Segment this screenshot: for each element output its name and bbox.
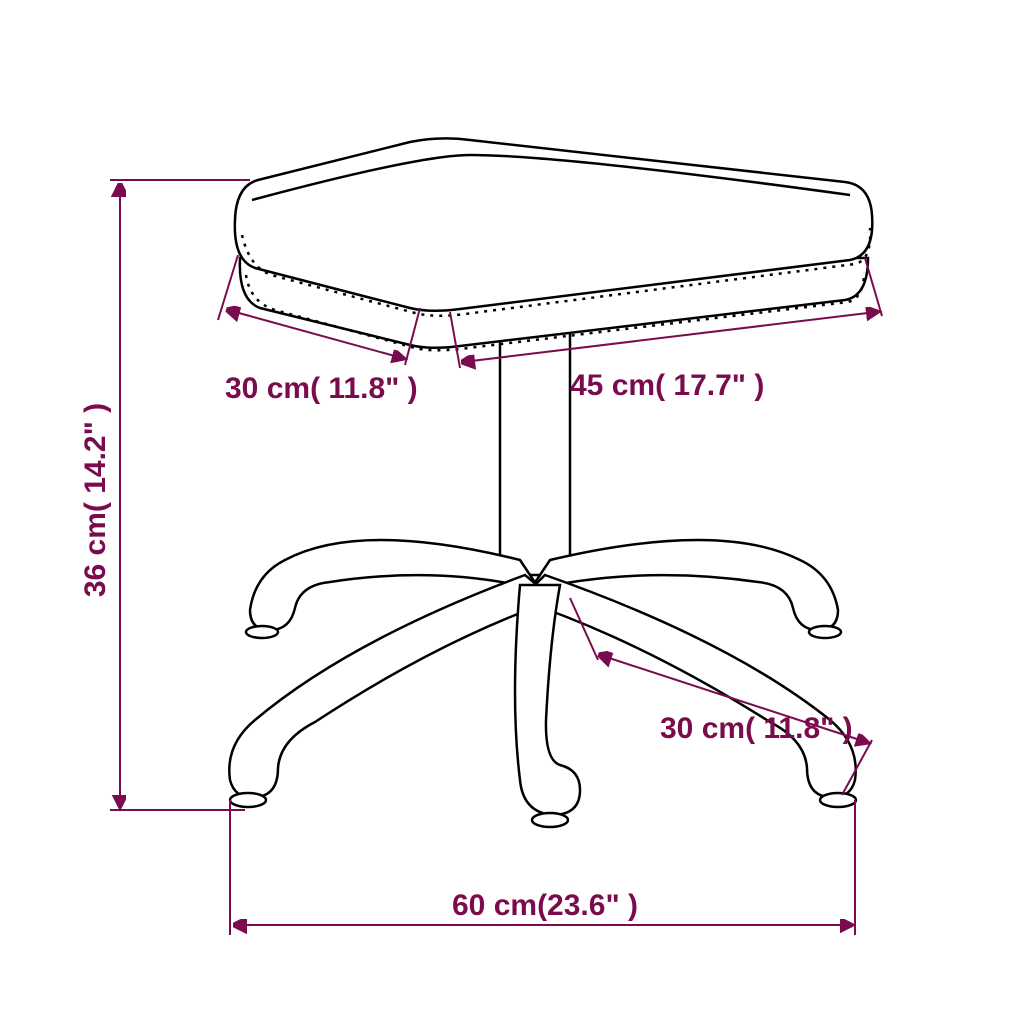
dim-height-label: 36 cm( 14.2" ): [79, 403, 112, 597]
dim-seat-depth-label: 30 cm( 11.8" ): [225, 372, 418, 405]
dimension-drawing: :root { --dim-color: #7a0c4d; --outline-…: [0, 0, 1024, 1024]
dim-seat-width-label: 45 cm( 17.7" ): [570, 369, 764, 402]
dim-height: 36 cm( 14.2" ): [79, 180, 250, 810]
dim-base-width-label: 60 cm(23.6" ): [452, 889, 638, 922]
dim-leg-span-label: 30 cm( 11.8" ): [660, 712, 853, 745]
